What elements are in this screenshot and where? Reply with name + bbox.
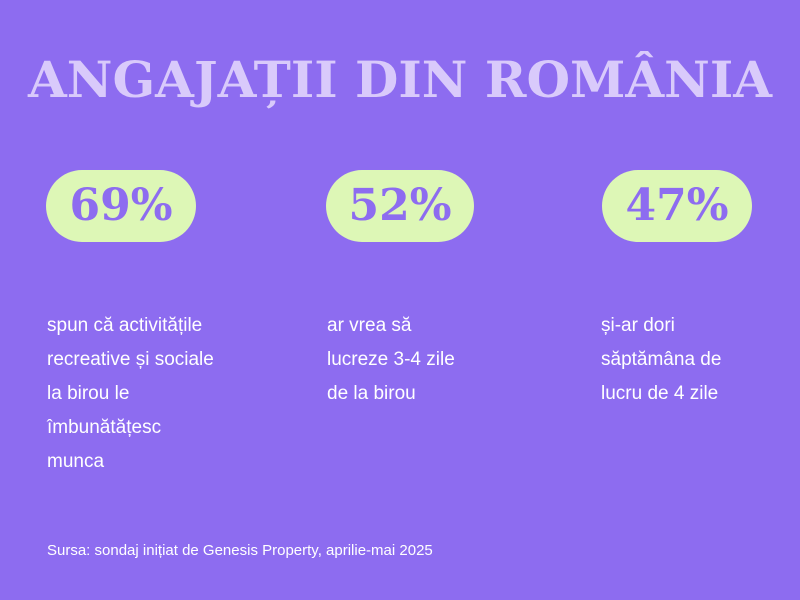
stat-value-pill: 47% [602, 170, 752, 242]
stat-description: spun că activitățile recreative și socia… [47, 315, 214, 472]
stat-description: și-ar dori săptămâna de lucru de 4 zile [601, 315, 722, 404]
source-note: Sursa: sondaj inițiat de Genesis Propert… [47, 542, 433, 559]
stat-value-pill: 69% [46, 170, 196, 242]
page-title: ANGAJAȚII DIN ROMÂNIA [27, 50, 773, 109]
stat-value-pill: 52% [326, 170, 474, 242]
stat-description: ar vrea să lucreze 3-4 zile de la birou [327, 315, 455, 404]
